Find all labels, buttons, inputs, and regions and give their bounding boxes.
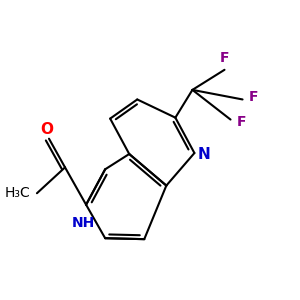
Text: F: F (220, 51, 229, 65)
Text: F: F (237, 115, 246, 129)
Text: N: N (198, 147, 211, 162)
Text: O: O (40, 122, 53, 137)
Text: F: F (249, 90, 258, 104)
Text: NH: NH (72, 216, 95, 230)
Text: H₃C: H₃C (5, 186, 31, 200)
